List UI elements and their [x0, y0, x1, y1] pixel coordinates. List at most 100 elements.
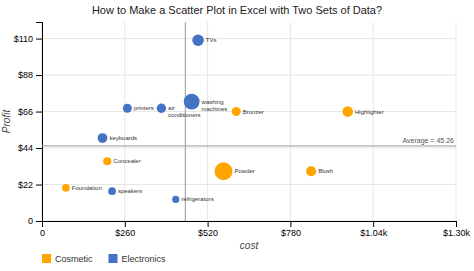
- y-axis-title: Profit: [1, 109, 12, 134]
- tick-label: $22: [18, 180, 33, 190]
- grid-line-y: [42, 148, 456, 149]
- tick-mark: [125, 221, 126, 227]
- point-label-line: keyboards: [109, 135, 137, 141]
- legend-label: Electronics: [122, 254, 167, 264]
- tick-mark: [36, 221, 42, 222]
- tick-mark: [456, 221, 457, 227]
- point-label: Bronzer: [243, 109, 264, 115]
- series: [98, 34, 204, 203]
- point-label-line: Blush: [318, 168, 333, 174]
- point-label-line: washing: [201, 99, 224, 105]
- grid-line-x: [373, 22, 374, 221]
- tick-label: $1.04k: [360, 228, 388, 238]
- tick: $520: [198, 221, 218, 238]
- point-label-line: Concealer: [113, 158, 140, 164]
- tick: $66: [18, 107, 42, 117]
- chart: 0 $260 $520 $780 $1.04k $1.30k 0 $22 $44 $66 $88 $1…: [0, 0, 474, 271]
- tick: $1.30k: [443, 221, 471, 238]
- tick: $1.04k: [360, 221, 388, 238]
- tick-mark: [36, 112, 42, 113]
- reference-line-x: [185, 22, 186, 221]
- grid-line-x: [207, 22, 208, 221]
- tick: $44: [18, 143, 42, 153]
- point-label-line: conditioners: [168, 112, 200, 118]
- legend-swatch: [42, 254, 51, 263]
- axis-line: [36, 23, 43, 222]
- tick-label: $66: [18, 107, 33, 117]
- point: [62, 184, 70, 192]
- tick-mark: [373, 221, 374, 227]
- tick-label: $260: [115, 228, 135, 238]
- point-label-line: TVs: [206, 37, 217, 43]
- point-label-line: speakers: [118, 188, 142, 194]
- point-label-line: refrigerators: [181, 196, 213, 202]
- grid-line-y: [42, 75, 456, 76]
- tick-mark: [36, 148, 42, 149]
- x-axis-title: cost: [240, 240, 260, 251]
- tick: $780: [281, 221, 301, 238]
- tick-mark: [36, 185, 42, 186]
- tick-label: 0: [28, 216, 33, 226]
- legend: Cosmetic Electronics: [42, 254, 166, 264]
- tick: $22: [18, 180, 42, 190]
- grid-line-x: [456, 22, 457, 221]
- tick-mark: [208, 221, 209, 227]
- tick: $260: [115, 221, 135, 238]
- point: [103, 157, 111, 165]
- axis-line: [43, 222, 457, 228]
- tick: $88: [18, 70, 42, 80]
- annotations: Average = 45.26 Foundation Concealer Powder…: [72, 37, 454, 202]
- point: [342, 106, 353, 117]
- legend-item: Electronics: [109, 254, 167, 264]
- tick-mark: [36, 39, 42, 40]
- point-label: refrigerators: [181, 196, 213, 202]
- point-label: TVs: [206, 37, 217, 43]
- tick-mark: [36, 75, 42, 76]
- point-label: printers: [134, 105, 154, 111]
- point-label: keyboards: [109, 135, 137, 141]
- tick-label: $88: [18, 70, 33, 80]
- point-label-line: Bronzer: [243, 109, 264, 115]
- reference-label: Average = 45.26: [403, 137, 455, 145]
- point-label: speakers: [118, 188, 142, 194]
- point: [108, 187, 116, 195]
- point-label-line: machines: [202, 106, 228, 112]
- grid: [42, 22, 456, 221]
- point: [123, 104, 132, 113]
- title: How to Make a Scatter Plot in Excel with…: [92, 4, 382, 16]
- tick-mark: [290, 221, 291, 227]
- tick-label: 0: [40, 228, 45, 238]
- grid-line-x: [290, 22, 291, 221]
- point-label: Highlighter: [355, 109, 384, 115]
- point-label: Foundation: [72, 185, 102, 191]
- point: [215, 162, 233, 180]
- point-label: airconditioners: [168, 105, 200, 118]
- point-label-line: printers: [134, 105, 154, 111]
- marks: [42, 22, 456, 221]
- tick: $110: [14, 34, 42, 44]
- legend-item: Cosmetic: [42, 254, 93, 264]
- point: [98, 133, 108, 143]
- point-label-line: air: [168, 105, 175, 111]
- point-label-line: Highlighter: [355, 109, 384, 115]
- point-label: Blush: [318, 168, 333, 174]
- tick-label: $780: [281, 228, 301, 238]
- point-label-line: Powder: [235, 168, 255, 174]
- point: [306, 166, 316, 176]
- tick-label: $520: [198, 228, 218, 238]
- tick-label: $110: [14, 34, 33, 44]
- grid-line-y: [42, 184, 456, 185]
- grid-line-y: [42, 38, 456, 39]
- tick: 0: [40, 221, 45, 238]
- point-label: washingmachines: [201, 99, 228, 112]
- legend-swatch: [109, 254, 118, 263]
- point-label-line: Foundation: [72, 185, 102, 191]
- tick-label: $44: [18, 143, 33, 153]
- point: [232, 107, 241, 116]
- x-axis: 0 $260 $520 $780 $1.04k $1.30k: [40, 221, 471, 238]
- point: [192, 34, 204, 46]
- point-label: Powder: [235, 168, 255, 174]
- point: [184, 94, 200, 110]
- point-label: Concealer: [113, 158, 140, 164]
- legend-label: Cosmetic: [55, 254, 93, 264]
